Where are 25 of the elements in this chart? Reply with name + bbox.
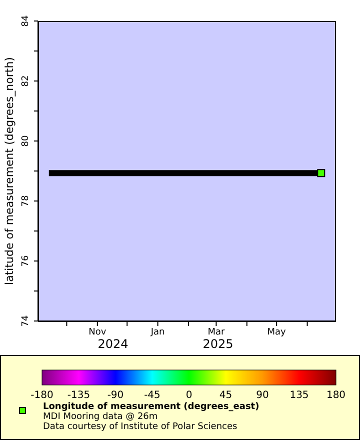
x-tick-label: Nov	[88, 327, 107, 338]
color-bar-label: -45	[144, 390, 160, 401]
y-axis-title: latitude of measurement (degrees_north)	[2, 57, 16, 285]
text: MDI Mooring data @ 26m	[43, 412, 159, 422]
x-tick-label: May	[267, 327, 287, 338]
x-tick-label: Jan	[150, 327, 165, 338]
color-bar-label: -90	[107, 390, 124, 401]
x-tick-label: Mar	[208, 327, 225, 338]
color-bar-label: -180	[30, 390, 54, 401]
text: 2025	[202, 337, 234, 351]
color-bar-title: Longitude of measurement (degrees_east)	[43, 402, 260, 412]
color-bar-label: -135	[67, 390, 90, 401]
y-tick-label: 74	[21, 315, 31, 327]
y-tick-label: 82	[21, 75, 31, 87]
text: Data courtesy of Institute of Polar Sciences	[43, 422, 238, 432]
text: 2024	[96, 337, 130, 351]
color-bar-label: 135	[290, 390, 309, 401]
y-tick-label: 80	[21, 135, 31, 147]
color-bar-label: 45	[219, 390, 232, 401]
y-tick-label: 78	[21, 195, 31, 207]
y-tick-label: 76	[21, 255, 31, 267]
color-bar-label: 0	[186, 390, 192, 401]
color-bar-label: 180	[326, 390, 346, 401]
y-tick-label: 84	[21, 15, 31, 27]
color-bar-label: 90	[256, 390, 269, 401]
